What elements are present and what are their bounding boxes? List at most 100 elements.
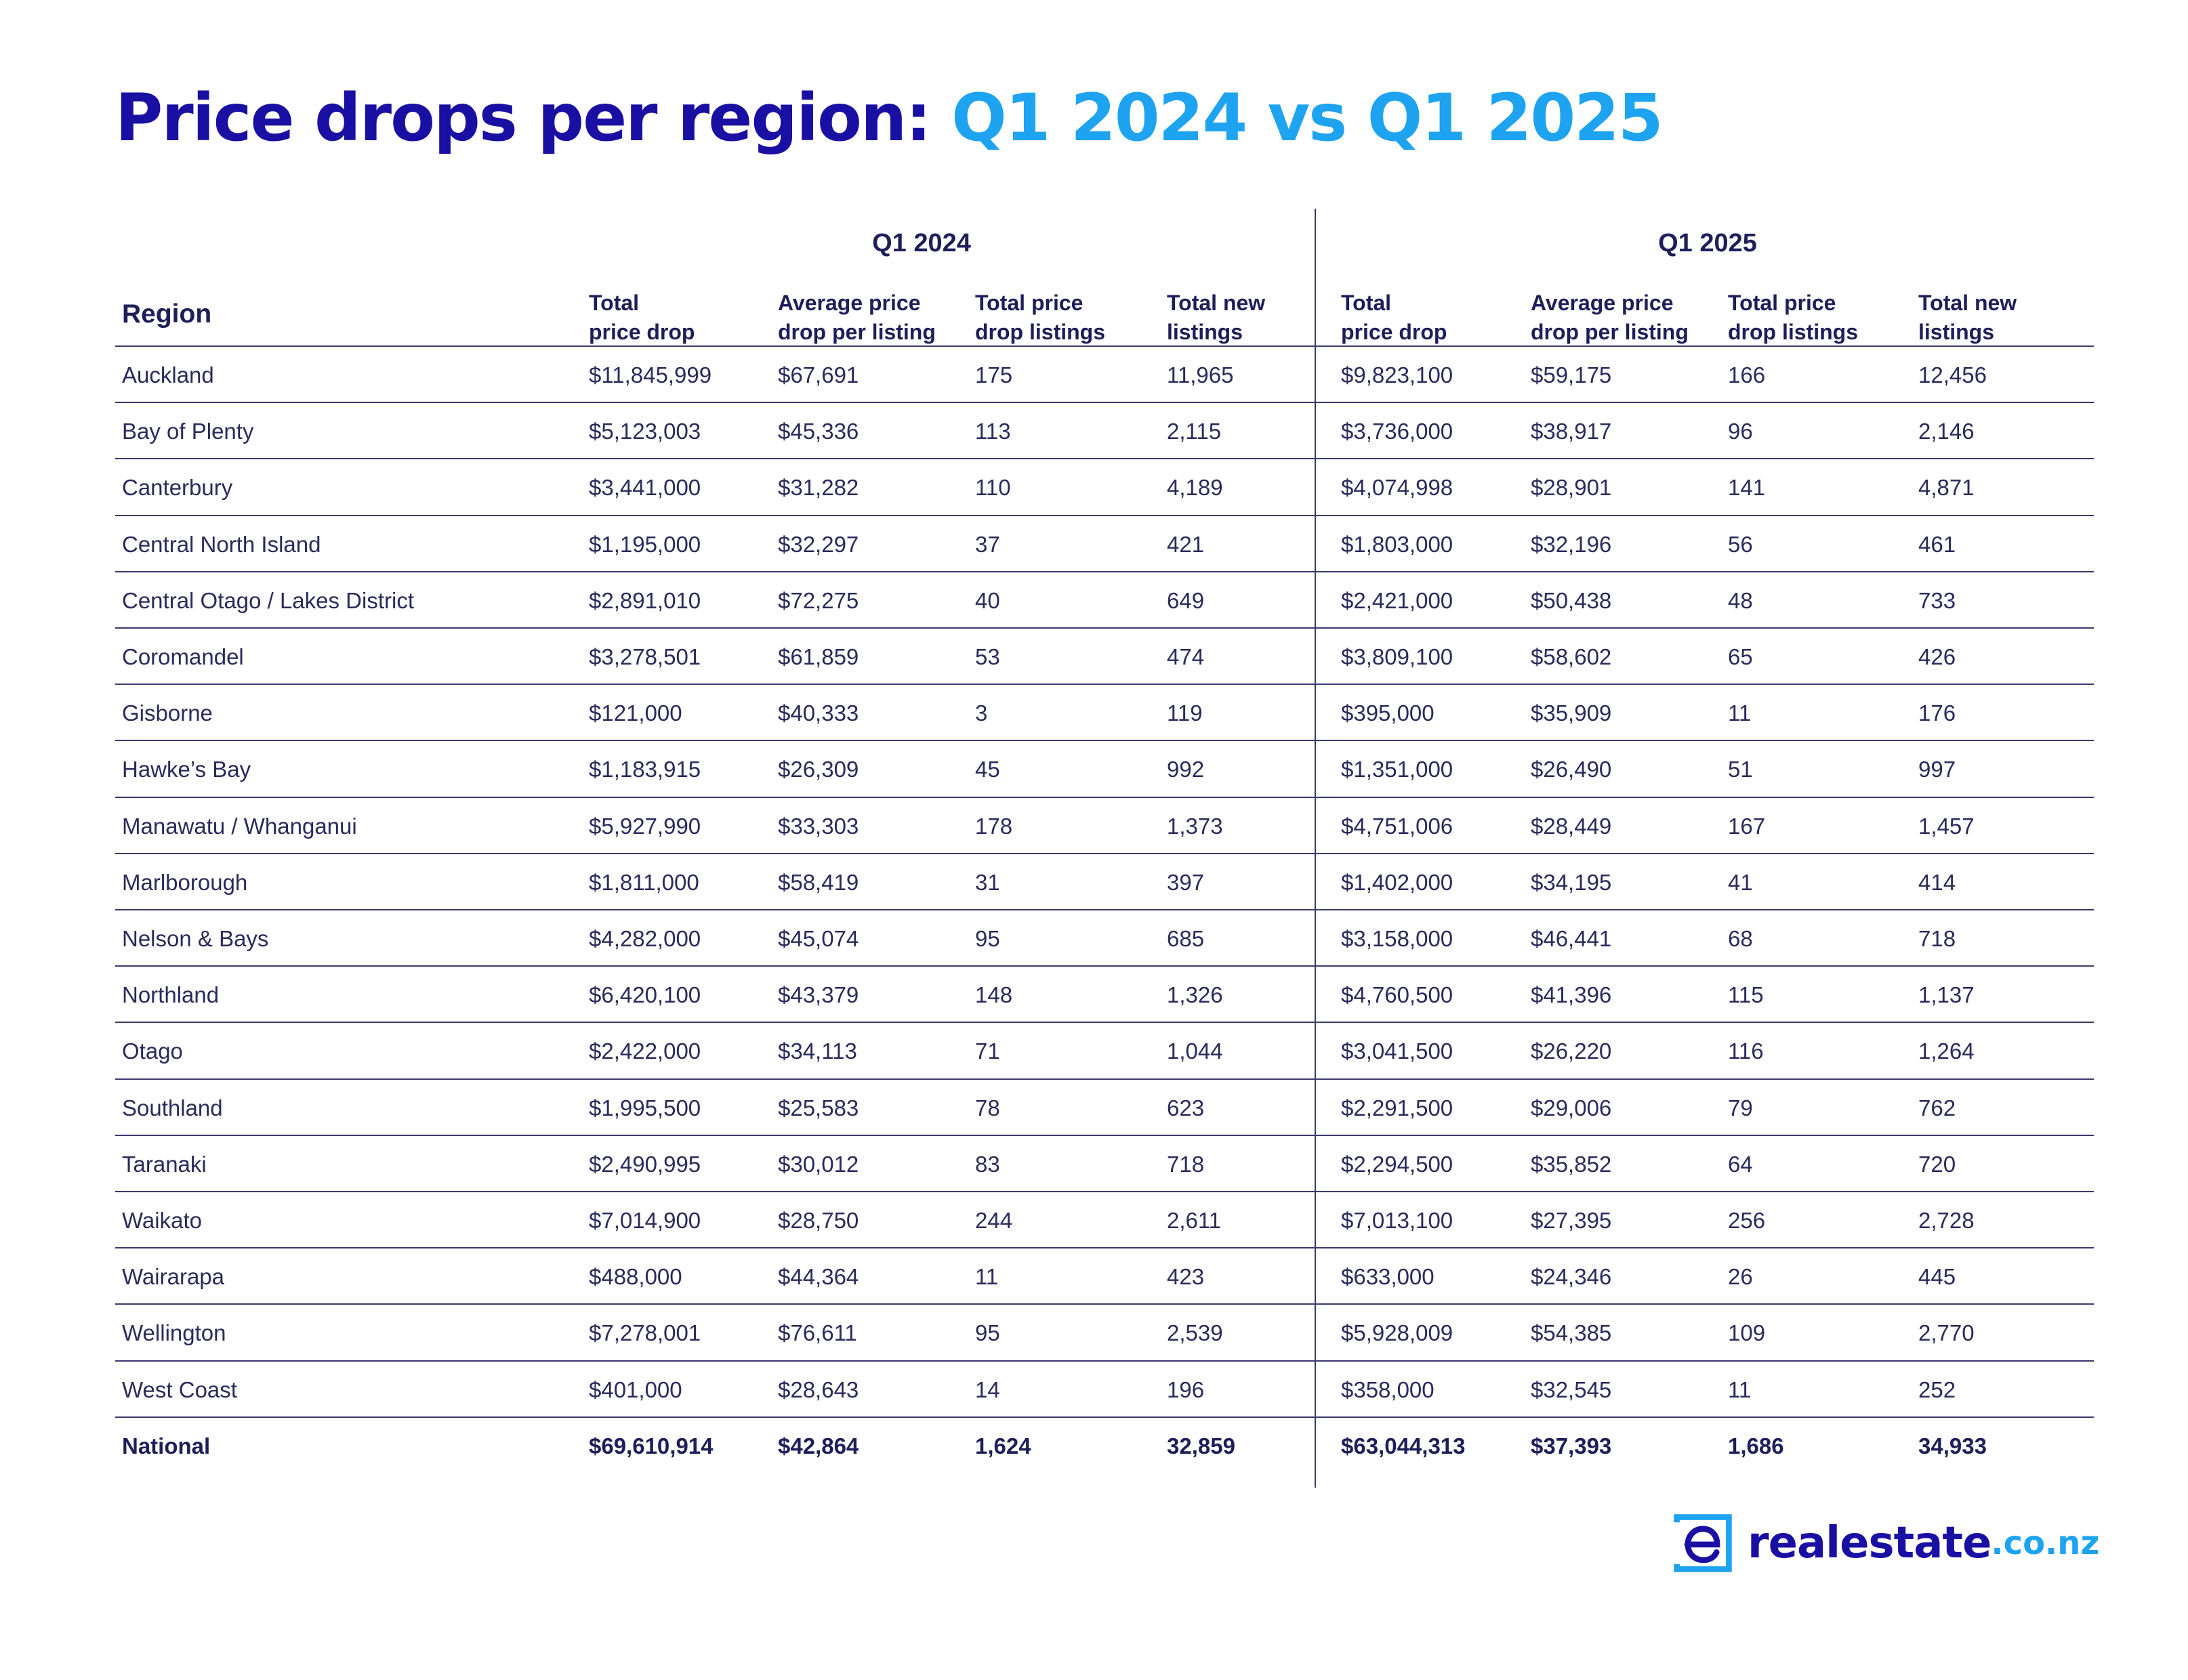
value-cell: 718 bbox=[1167, 1151, 1205, 1177]
value-cell: 992 bbox=[1167, 757, 1205, 782]
value-cell: $5,123,003 bbox=[589, 419, 701, 444]
value-cell: 78 bbox=[975, 1095, 1000, 1120]
col-header-new-listings-2025: Total new listings bbox=[1918, 291, 2017, 344]
region-cell: Hawke’s Bay bbox=[122, 757, 251, 782]
value-cell: $9,823,100 bbox=[1341, 362, 1453, 387]
row-divider bbox=[115, 570, 2094, 572]
row-divider bbox=[115, 1303, 2094, 1305]
value-cell: $58,419 bbox=[778, 869, 859, 895]
table-row: Central North Island $1,195,000 $32,297 37 4… bbox=[115, 516, 2094, 572]
value-cell: $43,379 bbox=[778, 982, 859, 1008]
value-cell: $2,422,000 bbox=[589, 1038, 701, 1064]
value-cell: $26,309 bbox=[778, 757, 859, 782]
value-cell: $76,611 bbox=[778, 1320, 857, 1346]
value-cell: 1,044 bbox=[1167, 1038, 1223, 1064]
value-cell: $33,303 bbox=[778, 813, 859, 839]
value-cell: 14 bbox=[975, 1377, 1000, 1402]
value-cell: 414 bbox=[1918, 869, 1956, 895]
col-header-avg-price-drop-2024: Average price drop per listing bbox=[778, 291, 936, 344]
group-header-q1-2025: Q1 2025 bbox=[1658, 229, 1757, 257]
value-cell: 95 bbox=[975, 926, 1000, 951]
value-cell: 79 bbox=[1728, 1095, 1753, 1120]
value-cell: 166 bbox=[1728, 362, 1766, 387]
row-divider bbox=[115, 514, 2094, 516]
table-row: Central Otago / Lakes District $2,891,010… bbox=[115, 572, 2094, 629]
value-cell: $358,000 bbox=[1341, 1377, 1434, 1402]
value-cell: 1,624 bbox=[975, 1433, 1031, 1458]
value-cell: $26,220 bbox=[1531, 1038, 1612, 1064]
value-cell: 2,728 bbox=[1918, 1208, 1975, 1233]
table-row: West Coast $401,000 $28,643 14 196 $358,000 $3… bbox=[115, 1362, 2094, 1418]
value-cell: 762 bbox=[1918, 1095, 1956, 1120]
value-cell: 461 bbox=[1918, 531, 1956, 557]
group-header-q1-2024: Q1 2024 bbox=[872, 229, 971, 257]
value-cell: 252 bbox=[1918, 1377, 1956, 1402]
value-cell: 141 bbox=[1728, 475, 1766, 501]
region-cell: West Coast bbox=[122, 1377, 237, 1402]
value-cell: $395,000 bbox=[1341, 700, 1434, 726]
value-cell: $24,346 bbox=[1531, 1264, 1612, 1290]
row-divider bbox=[115, 1078, 2094, 1080]
value-cell: $1,195,000 bbox=[589, 531, 701, 557]
value-cell: 445 bbox=[1918, 1264, 1956, 1290]
title-main: Price drops per region: bbox=[115, 80, 952, 156]
region-cell: Marlborough bbox=[122, 869, 248, 895]
value-cell: $4,282,000 bbox=[589, 926, 701, 951]
value-cell: 2,146 bbox=[1918, 419, 1975, 444]
value-cell: $31,282 bbox=[778, 475, 859, 501]
table-row: Northland $6,420,100 $43,379 148 1,326 $4,760… bbox=[115, 967, 2094, 1023]
value-cell: $34,195 bbox=[1531, 869, 1612, 895]
row-divider bbox=[115, 1134, 2094, 1136]
value-cell: $4,760,500 bbox=[1341, 982, 1453, 1008]
col-header-total-price-drop-2025: Total price drop bbox=[1341, 291, 1447, 344]
value-cell: $2,291,500 bbox=[1341, 1095, 1453, 1120]
value-cell: 96 bbox=[1728, 419, 1753, 444]
value-cell: $6,420,100 bbox=[589, 982, 701, 1008]
table-row: Otago $2,422,000 $34,113 71 1,044 $3,041,500 $… bbox=[115, 1023, 2094, 1079]
row-divider bbox=[115, 402, 2094, 404]
value-cell: 718 bbox=[1918, 926, 1956, 951]
table-row: Coromandel $3,278,501 $61,859 53 474 $3,809,1… bbox=[115, 629, 2094, 685]
table-row: Nelson & Bays $4,282,000 $45,074 95 685 $3,15… bbox=[115, 910, 2094, 967]
table-row: Wellington $7,278,001 $76,611 95 2,539 $5,928… bbox=[115, 1305, 2094, 1361]
value-cell: $41,396 bbox=[1531, 982, 1612, 1008]
value-cell: $45,336 bbox=[778, 419, 859, 444]
value-cell: 32,859 bbox=[1167, 1433, 1235, 1458]
region-cell: Otago bbox=[122, 1038, 183, 1064]
realestate-logo: realestate .co.nz bbox=[1670, 1511, 2099, 1576]
value-cell: $488,000 bbox=[589, 1264, 682, 1290]
row-divider bbox=[115, 1360, 2094, 1362]
value-cell: 51 bbox=[1728, 757, 1753, 782]
row-divider bbox=[115, 1022, 2094, 1024]
value-cell: $28,901 bbox=[1531, 475, 1612, 501]
value-cell: 113 bbox=[975, 419, 1011, 444]
value-cell: 71 bbox=[975, 1038, 1000, 1064]
value-cell: $3,158,000 bbox=[1341, 926, 1453, 951]
row-divider bbox=[115, 627, 2094, 629]
page-title: Price drops per region: Q1 2024 vs Q1 20… bbox=[115, 80, 1664, 156]
col-header-total-price-drop-2024: Total price drop bbox=[589, 291, 695, 344]
value-cell: $28,750 bbox=[778, 1208, 859, 1233]
row-divider bbox=[115, 1416, 2094, 1418]
value-cell: 12,456 bbox=[1918, 362, 1987, 387]
value-cell: 178 bbox=[975, 813, 1013, 839]
value-cell: $11,845,999 bbox=[589, 362, 712, 387]
value-cell: $2,891,010 bbox=[589, 587, 701, 613]
value-cell: 83 bbox=[975, 1151, 1000, 1177]
region-cell: Taranaki bbox=[122, 1151, 207, 1177]
value-cell: 11 bbox=[975, 1264, 999, 1290]
col-header-price-drop-listings-2024: Total price drop listings bbox=[975, 291, 1105, 344]
value-cell: 56 bbox=[1728, 531, 1753, 557]
value-cell: $27,395 bbox=[1531, 1208, 1612, 1233]
value-cell: $3,441,000 bbox=[589, 475, 701, 501]
region-cell: Gisborne bbox=[122, 700, 213, 726]
header-divider bbox=[115, 345, 2094, 347]
logo-wordmark: realestate bbox=[1748, 1518, 1991, 1568]
value-cell: $59,175 bbox=[1531, 362, 1612, 387]
value-cell: 1,373 bbox=[1167, 813, 1223, 839]
value-cell: 1,686 bbox=[1728, 1433, 1784, 1458]
region-cell: Central North Island bbox=[122, 531, 321, 557]
value-cell: $63,044,313 bbox=[1341, 1433, 1466, 1458]
value-cell: $5,928,009 bbox=[1341, 1320, 1453, 1346]
value-cell: $34,113 bbox=[778, 1038, 857, 1064]
